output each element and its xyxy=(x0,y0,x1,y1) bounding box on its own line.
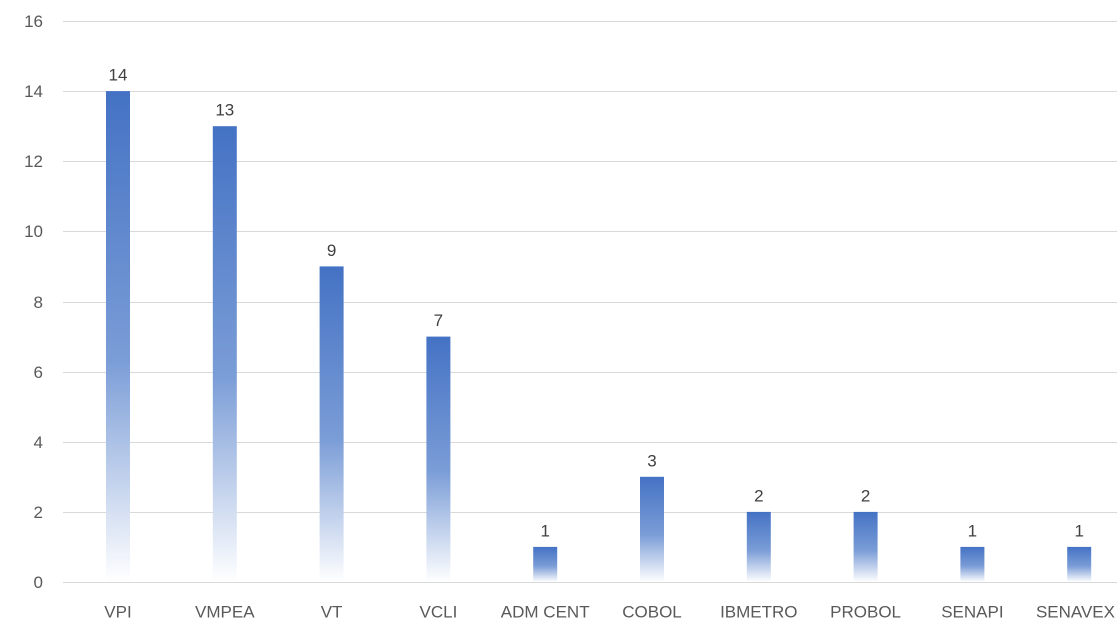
data-label: 1 xyxy=(1074,521,1083,540)
y-tick-label: 10 xyxy=(24,222,43,241)
y-tick-label: 4 xyxy=(34,433,43,452)
x-tick-label: SENAPI xyxy=(941,603,1003,622)
bar-vt xyxy=(319,266,344,582)
y-tick-label: 8 xyxy=(34,293,43,312)
y-axis-ticks: 0 2 4 6 8 10 12 14 16 xyxy=(24,12,43,592)
bar-vcli xyxy=(426,336,451,582)
data-label: 9 xyxy=(327,241,336,260)
x-tick-label: ADM CENT xyxy=(501,603,590,622)
y-tick-label: 12 xyxy=(24,152,43,171)
bar-cobol xyxy=(640,476,664,582)
bar-senapi xyxy=(960,546,985,582)
x-tick-label: PROBOL xyxy=(830,603,901,622)
data-label: 2 xyxy=(754,486,763,505)
bar-vmpea xyxy=(212,126,237,582)
bar-ibmetro xyxy=(746,511,771,582)
x-tick-label: VCLI xyxy=(420,603,458,622)
data-label: 1 xyxy=(540,521,549,540)
data-label: 13 xyxy=(215,101,234,120)
y-tick-label: 2 xyxy=(34,503,43,522)
gridlines xyxy=(63,21,1117,583)
x-tick-label: VPI xyxy=(104,603,131,622)
y-tick-label: 0 xyxy=(34,573,43,592)
data-label: 7 xyxy=(434,311,443,330)
bars xyxy=(106,91,1092,582)
bar-adm-cent xyxy=(533,546,558,582)
bar-senavex xyxy=(1067,546,1092,582)
data-label: 2 xyxy=(861,486,870,505)
data-label: 14 xyxy=(109,66,128,85)
x-tick-label: SENAVEX xyxy=(1036,603,1115,622)
data-label: 1 xyxy=(968,521,977,540)
data-label: 3 xyxy=(647,451,656,470)
x-tick-label: VT xyxy=(321,603,343,622)
bar-probol xyxy=(853,511,878,582)
y-tick-label: 14 xyxy=(24,82,43,101)
x-tick-label: COBOL xyxy=(622,603,682,622)
x-tick-label: IBMETRO xyxy=(720,603,797,622)
bar-vpi xyxy=(106,91,130,582)
y-tick-label: 6 xyxy=(34,363,43,382)
y-tick-label: 16 xyxy=(24,12,43,31)
x-tick-label: VMPEA xyxy=(195,603,255,622)
x-axis-ticks: VPI VMPEA VT VCLI ADM CENT COBOL IBMETRO PROBOL… xyxy=(104,603,1115,622)
